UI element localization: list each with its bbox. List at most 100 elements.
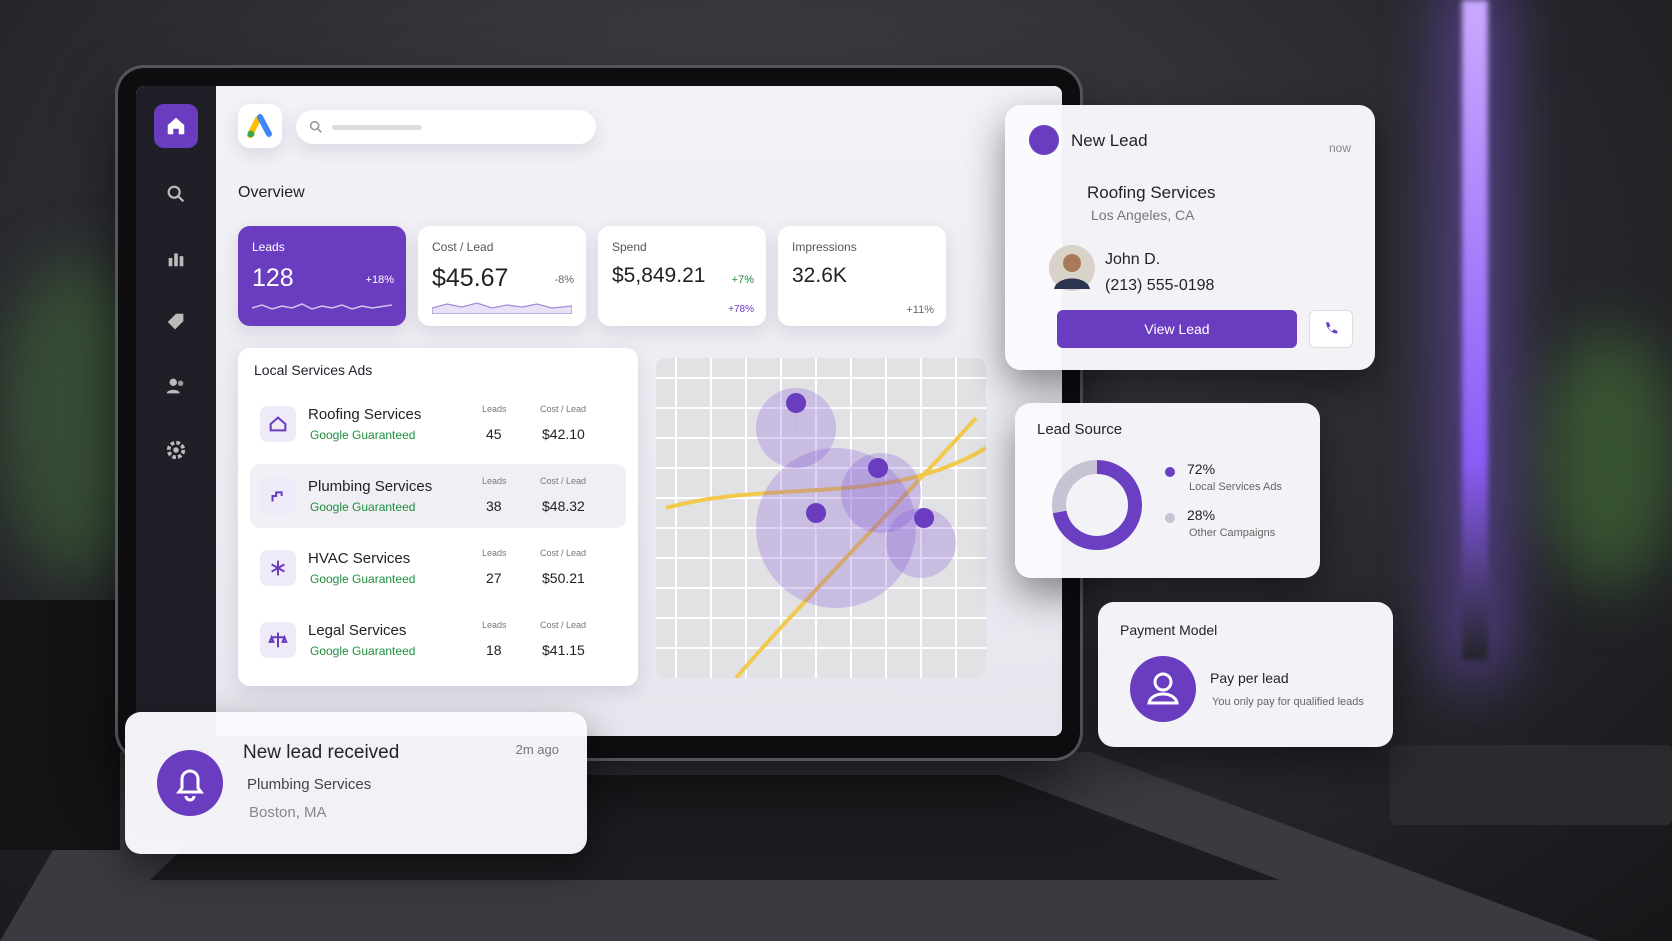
- overview-title: Overview: [238, 184, 305, 201]
- services-panel: Local Services Ads Roofing Services Googl…: [238, 348, 638, 686]
- lead-source-title: Lead Source: [1037, 421, 1123, 438]
- service-glyph: [268, 632, 288, 648]
- highway: [734, 416, 978, 678]
- notification-title: New lead received: [243, 742, 400, 763]
- lead-icon: [1029, 125, 1059, 155]
- lead-title: New Lead: [1071, 131, 1148, 150]
- cpl-value: $50.21: [542, 570, 585, 586]
- avatar: [1049, 245, 1095, 291]
- ads-logo: [238, 104, 282, 148]
- legend-percent: 28%: [1187, 507, 1216, 523]
- highway: [665, 446, 986, 510]
- search-bar[interactable]: [296, 110, 596, 144]
- service-row: Legal Services Google Guaranteed Leads 18 Co…: [250, 608, 626, 672]
- stat-value: $45.67: [432, 264, 509, 292]
- service-icon: [260, 550, 296, 586]
- leads-value: 38: [486, 498, 502, 514]
- payment-heading: Pay per lead: [1210, 670, 1289, 686]
- stat-value: 128: [252, 264, 294, 292]
- cpl-label: Cost / Lead: [540, 476, 587, 486]
- service-row: HVAC Services Google Guaranteed Leads 27 Cos…: [250, 536, 626, 600]
- service-row: Plumbing Services Google Guaranteed Leads 3…: [250, 464, 626, 528]
- nav-home[interactable]: [154, 104, 198, 148]
- notification-service: Plumbing Services: [247, 776, 372, 793]
- cpl-value: $42.10: [542, 426, 585, 442]
- service-row: Roofing Services Google Guaranteed Leads 45…: [250, 392, 626, 456]
- stat-card: Spend $5,849.21 +7% +78%: [598, 226, 766, 326]
- leads-value: 27: [486, 570, 502, 586]
- glyph-path: [271, 560, 285, 576]
- bell-icon: [157, 750, 223, 816]
- legend-dot: [1165, 513, 1175, 523]
- new-lead-card: New Lead now Roofing Services Los Angele…: [1005, 105, 1375, 370]
- notification-card: New lead received 2m ago Plumbing Servic…: [125, 712, 587, 854]
- cpl-value: $41.15: [542, 642, 585, 658]
- service-badge: Google Guaranteed: [310, 644, 416, 658]
- search-icon: [309, 120, 322, 133]
- cpl-label: Cost / Lead: [540, 620, 587, 630]
- service-name: Plumbing Services: [308, 478, 433, 495]
- nav-search[interactable]: [154, 172, 198, 216]
- donut-segment: [1052, 460, 1142, 550]
- users-icon: [166, 378, 184, 394]
- legend-percent: 72%: [1187, 461, 1216, 477]
- leads-label: Leads: [482, 620, 507, 630]
- stat-value: 32.6K: [792, 264, 847, 287]
- payment-title: Payment Model: [1120, 622, 1218, 638]
- cpl-value: $48.32: [542, 498, 585, 514]
- notification-location: Boston, MA: [249, 804, 327, 821]
- lead-time: now: [1328, 141, 1351, 155]
- stat-change: +18%: [365, 274, 394, 286]
- stat-label: Leads: [252, 240, 285, 254]
- service-glyph: [269, 416, 287, 432]
- nav-settings[interactable]: [154, 428, 198, 472]
- chart-icon: [168, 253, 184, 267]
- nav-reports[interactable]: [154, 236, 198, 280]
- stat-label: Spend: [612, 240, 647, 254]
- search-placeholder: [332, 125, 422, 130]
- view-lead-button[interactable]: View Lead: [1057, 310, 1297, 348]
- service-badge: Google Guaranteed: [310, 428, 416, 442]
- background-plant: [1540, 330, 1672, 590]
- lead-name: John D.: [1105, 251, 1161, 268]
- service-name: Legal Services: [308, 622, 407, 639]
- service-badge: Google Guaranteed: [310, 572, 416, 586]
- payment-card: Payment Model Pay per lead You only pay …: [1098, 602, 1393, 747]
- service-icon: [260, 478, 296, 514]
- gear-icon: [166, 440, 186, 460]
- stat-note: +78%: [728, 304, 754, 315]
- stat-change: -8%: [554, 274, 574, 286]
- leads-label: Leads: [482, 548, 507, 558]
- lead-location: Los Angeles, CA: [1091, 207, 1195, 223]
- stat-card: Leads 128 +18%: [238, 226, 406, 326]
- sparkline: [252, 303, 392, 310]
- leads-label: Leads: [482, 404, 507, 414]
- person-icon: [1130, 656, 1196, 722]
- leads-value: 18: [486, 642, 502, 658]
- map: [656, 358, 986, 678]
- service-name: Roofing Services: [308, 406, 422, 423]
- dashboard-screen: Overview Leads 128 +18% Cost / Lead $45.67 -…: [136, 86, 1062, 736]
- services-title: Local Services Ads: [254, 362, 373, 378]
- notification-time: 2m ago: [515, 742, 559, 757]
- tag-icon: [167, 313, 184, 330]
- map-pins: [786, 393, 935, 558]
- legend-name: Local Services Ads: [1189, 481, 1282, 493]
- call-button[interactable]: [1309, 310, 1353, 348]
- notebook: [1390, 745, 1672, 825]
- map-graphic: [656, 358, 986, 678]
- stat-label: Cost / Lead: [432, 240, 494, 254]
- leads-label: Leads: [482, 476, 507, 486]
- stat-label: Impressions: [792, 240, 857, 254]
- legend-name: Other Campaigns: [1189, 527, 1276, 539]
- nav-users[interactable]: [154, 364, 198, 408]
- glyph-path: [271, 491, 283, 502]
- service-glyph: [271, 491, 283, 502]
- stat-value: $5,849.21: [612, 264, 706, 287]
- nav-tags[interactable]: [154, 300, 198, 344]
- lead-service: Roofing Services: [1087, 183, 1216, 202]
- donut-chart: [1052, 460, 1142, 550]
- search-icon: [167, 185, 185, 203]
- lead-phone: (213) 555-0198: [1105, 277, 1215, 294]
